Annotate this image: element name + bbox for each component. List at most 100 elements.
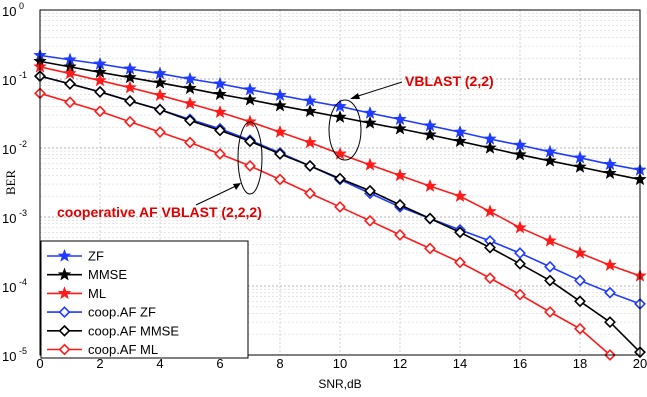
annotation-vblast-arrow — [351, 81, 403, 99]
annotation-coop-ellipse — [237, 121, 263, 195]
data-point-coop-af-mmse — [94, 85, 106, 98]
annotation-vblast-label: VBLAST (2,2) — [405, 73, 494, 89]
x-tick-label: 18 — [573, 356, 587, 371]
data-point-coop-af-ml — [214, 148, 226, 160]
legend-label: coop.AF ZF — [88, 305, 156, 320]
data-point-mmse — [453, 134, 467, 148]
y-tick-base: 10 — [2, 349, 16, 364]
data-point-coop-af-mmse — [274, 148, 286, 160]
legend-swatch-marker — [57, 286, 72, 300]
data-point-ml — [393, 168, 407, 182]
data-point-mmse — [123, 70, 137, 84]
x-tick-label: 4 — [156, 356, 163, 371]
y-tick-base: 10 — [2, 211, 16, 226]
data-point-ml — [543, 233, 557, 247]
y-tick-base: 10 — [2, 142, 16, 157]
x-axis-label: SNR,dB — [318, 377, 361, 391]
data-point-zf — [243, 82, 257, 96]
data-point-ml — [243, 114, 257, 128]
x-tick-label: 0 — [36, 356, 43, 371]
data-point-mmse — [573, 159, 587, 173]
data-point-coop-af-ml — [124, 115, 136, 128]
data-point-coop-af-ml — [484, 272, 496, 285]
data-point-coop-af-zf — [544, 260, 556, 273]
y-tick-base: 10 — [2, 4, 16, 19]
data-point-coop-af-ml — [514, 288, 526, 301]
data-point-mmse — [603, 166, 617, 180]
data-point-coop-af-ml — [274, 173, 286, 186]
data-point-mmse — [363, 115, 377, 129]
data-point-ml — [63, 66, 77, 80]
x-tick-label: 6 — [216, 356, 223, 371]
annotation-coop-arrowhead — [233, 183, 241, 190]
legend-entry-mmse: MMSE — [47, 267, 127, 282]
y-tick-exponent: -2 — [19, 139, 27, 149]
data-point-zf — [273, 88, 287, 102]
legend-label: coop.AF MMSE — [88, 323, 179, 338]
plot-frame — [39, 9, 641, 356]
data-point-coop-af-mmse — [64, 77, 76, 90]
y-tick-label: 10 -1 — [2, 70, 27, 88]
annotation-coop-label: cooperative AF VBLAST (2,2,2) — [57, 204, 262, 220]
data-point-ml — [273, 124, 287, 138]
y-tick-exponent: -3 — [19, 208, 27, 218]
data-point-ml — [363, 157, 377, 171]
data-point-zf — [303, 93, 317, 107]
legend-swatch-marker — [58, 343, 71, 356]
data-point-mmse — [213, 87, 227, 101]
data-point-coop-af-ml — [244, 159, 256, 172]
data-point-zf — [213, 76, 227, 90]
data-point-coop-af-mmse — [484, 241, 496, 254]
data-point-coop-af-mmse — [604, 316, 616, 329]
data-point-coop-af-mmse — [244, 135, 256, 148]
data-point-coop-af-ml — [574, 322, 586, 335]
y-tick-exponent: -5 — [19, 346, 27, 356]
series-layer — [33, 48, 647, 361]
data-point-ml — [213, 104, 227, 119]
annotation-coop: cooperative AF VBLAST (2,2,2) — [57, 121, 263, 220]
data-point-mmse — [273, 98, 287, 112]
data-point-coop-af-mmse — [154, 103, 166, 116]
data-point-mmse — [513, 147, 527, 161]
data-point-coop-af-mmse — [574, 295, 586, 308]
data-point-ml — [573, 245, 587, 259]
legend-entry-zf: ZF — [47, 249, 104, 264]
data-point-ml — [123, 80, 137, 94]
y-tick-label: 10 -3 — [2, 208, 27, 226]
annotation-vblast-arrowhead — [350, 93, 360, 99]
x-tick-label: 20 — [633, 356, 647, 371]
series-zf — [33, 48, 647, 176]
annotation-vblast: VBLAST (2,2) — [328, 73, 494, 161]
y-tick-exponent: -4 — [19, 277, 27, 287]
x-tick-label: 12 — [393, 356, 407, 371]
data-point-ml — [153, 88, 167, 102]
series-line-coop-af-ml — [39, 92, 611, 356]
legend-label: ML — [88, 286, 106, 301]
data-point-coop-af-ml — [334, 200, 346, 213]
data-point-zf — [333, 99, 347, 113]
legend-swatch-marker — [57, 248, 72, 262]
y-tick-exponent: 0 — [19, 1, 24, 11]
data-point-coop-af-mmse — [514, 257, 526, 270]
data-point-mmse — [333, 109, 347, 123]
data-point-ml — [333, 146, 347, 160]
x-tick-label: 16 — [513, 356, 527, 371]
data-point-mmse — [183, 81, 197, 95]
data-point-coop-af-ml — [154, 126, 166, 139]
data-point-ml — [483, 204, 497, 218]
data-point-ml — [513, 220, 527, 234]
data-point-mmse — [483, 140, 497, 154]
data-point-coop-af-mmse — [214, 124, 226, 137]
legend-entry-coop-af-ml: coop.AF ML — [47, 342, 158, 357]
x-tick-label: 2 — [96, 356, 103, 371]
series-ml — [33, 59, 647, 282]
legend-swatch-marker — [58, 324, 71, 337]
data-point-coop-af-mmse — [424, 212, 436, 225]
data-point-coop-af-mmse — [304, 159, 316, 172]
data-point-ml — [453, 189, 467, 203]
annotation-coop-arrow — [195, 184, 239, 206]
y-tick-label: 10 -4 — [2, 277, 27, 295]
data-point-coop-af-ml — [364, 214, 376, 227]
